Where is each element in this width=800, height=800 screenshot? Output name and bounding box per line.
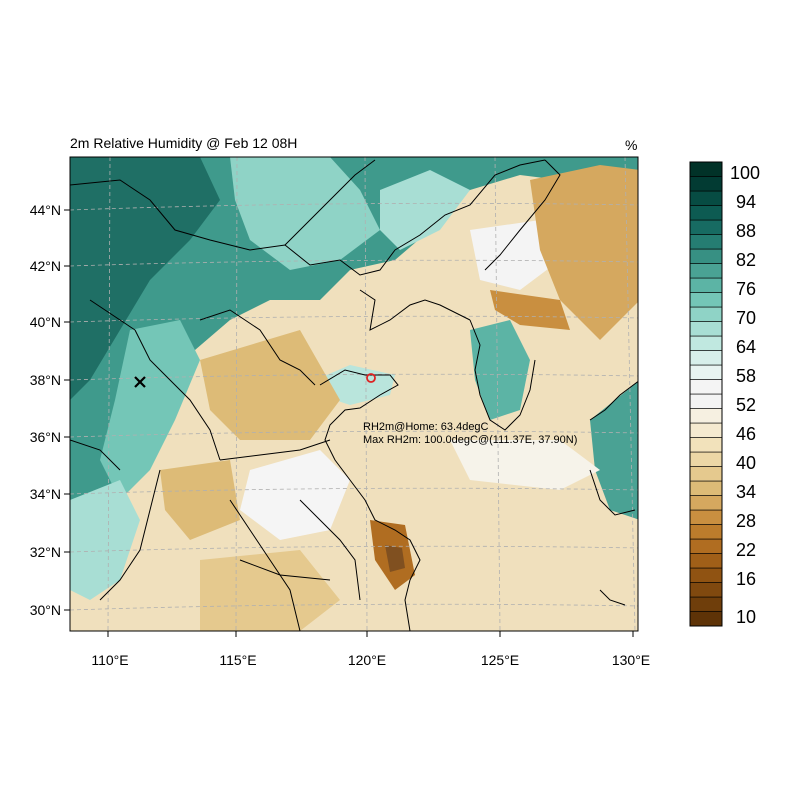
units-label: % (625, 137, 637, 153)
colorbar-cell (689, 509, 723, 525)
humid-region-light (230, 157, 380, 270)
colorbar-label: 46 (736, 424, 756, 444)
colorbar-label: 34 (736, 482, 756, 502)
humid-region-japan (590, 381, 638, 520)
colorbar-cell (689, 321, 723, 337)
colorbar-label: 64 (736, 337, 756, 357)
colorbar-cell (689, 205, 723, 221)
colorbar-cell (689, 422, 723, 438)
colorbar-cell (689, 538, 723, 554)
colorbar-label: 76 (736, 279, 756, 299)
neutral-patch-ne (470, 220, 560, 290)
colorbar-cell (689, 393, 723, 409)
max-marker (134, 376, 146, 388)
lat-tick-label: 32°N (30, 544, 61, 560)
colorbar-cell (689, 219, 723, 235)
humid-region-north (70, 157, 638, 540)
lat-tick-label: 36°N (30, 429, 61, 445)
colorbar (689, 161, 723, 627)
humid-region-deep (70, 157, 220, 400)
dry-patch-southwest (200, 550, 340, 631)
lon-tick-labels: 110°E 115°E 120°E 125°E 130°E (91, 652, 650, 668)
home-annotation: RH2m@Home: 63.4degC (363, 421, 489, 433)
dry-patch-south (160, 460, 240, 540)
colorbar-cell (689, 408, 723, 424)
lon-tick-label: 110°E (91, 652, 128, 668)
colorbar-label: 10 (736, 607, 756, 627)
colorbar-label: 94 (736, 192, 756, 212)
colorbar-cell (689, 277, 723, 293)
lat-tick-label: 40°N (30, 314, 61, 330)
map-plot-area: RH2m@Home: 63.4degC Max RH2m: 100.0degC@… (70, 157, 638, 631)
colorbar-cell (689, 248, 723, 264)
lon-tick-label: 125°E (481, 652, 519, 668)
map-frame (69, 156, 639, 632)
colorbar-label: 40 (736, 453, 756, 473)
colorbar-cell (689, 437, 723, 453)
colorbar-label: 88 (736, 221, 756, 241)
humid-region-korea (470, 320, 530, 420)
humid-region-sw (70, 480, 140, 600)
colorbar-cell (689, 553, 723, 569)
lat-tick-label: 38°N (30, 372, 61, 388)
lat-tick-label: 42°N (30, 258, 61, 274)
home-marker (366, 373, 376, 383)
coastlines-borders (70, 159, 638, 631)
colorbar-label: 22 (736, 540, 756, 560)
colorbar-label: 52 (736, 395, 756, 415)
colorbar-labels: 100 94 88 82 76 70 64 58 52 46 40 34 28 … (730, 163, 760, 627)
neutral-patch-sea (450, 440, 600, 490)
colorbar-cell (689, 611, 723, 627)
colorbar-cell (689, 582, 723, 598)
lat-tick-label: 30°N (30, 602, 61, 618)
colorbar-cell (689, 292, 723, 308)
colorbar-label: 58 (736, 366, 756, 386)
lat-tick-label: 34°N (30, 486, 61, 502)
colorbar-label: 16 (736, 569, 756, 589)
humid-region-light-2 (380, 170, 470, 250)
graticule (70, 157, 638, 631)
colorbar-cell (689, 335, 723, 351)
humid-region-mid (100, 320, 200, 500)
max-annotation: Max RH2m: 100.0degC@(111.37E, 37.90N) (363, 434, 577, 446)
lon-tick-label: 130°E (612, 652, 650, 668)
colorbar-cell (689, 379, 723, 395)
colorbar-cell (689, 480, 723, 496)
colorbar-cell (689, 567, 723, 583)
colorbar-label: 100 (730, 163, 760, 183)
colorbar-cell (689, 524, 723, 540)
colorbar-cell (689, 190, 723, 206)
dry-patch-east (530, 165, 638, 340)
map-title: 2m Relative Humidity @ Feb 12 08H (70, 135, 297, 151)
colorbar-frame (689, 161, 723, 627)
colorbar-label: 28 (736, 511, 756, 531)
colorbar-cell (689, 364, 723, 380)
dry-patch-yangtze-core (385, 545, 405, 572)
colorbar-cell (689, 306, 723, 322)
colorbar-cell (689, 451, 723, 467)
colorbar-cell (689, 161, 723, 177)
colorbar-label: 70 (736, 308, 756, 328)
dry-patch-north-china (200, 330, 340, 440)
colorbar-cell (689, 466, 723, 482)
colorbar-cell (689, 350, 723, 366)
dry-patch-korea-strip (490, 290, 570, 330)
axis-ticks (64, 209, 634, 637)
lon-tick-label: 115°E (219, 652, 256, 668)
lat-tick-label: 44°N (30, 202, 61, 218)
colorbar-label: 82 (736, 250, 756, 270)
lat-tick-labels: 44°N 42°N 40°N 38°N 36°N 34°N 32°N 30°N (30, 202, 61, 618)
colorbar-cell (689, 263, 723, 279)
lon-tick-label: 120°E (348, 652, 386, 668)
colorbar-cell (689, 596, 723, 612)
colorbar-cell (689, 234, 723, 250)
colorbar-cell (689, 176, 723, 192)
colorbar-cell (689, 495, 723, 511)
neutral-patch-center (240, 450, 350, 540)
